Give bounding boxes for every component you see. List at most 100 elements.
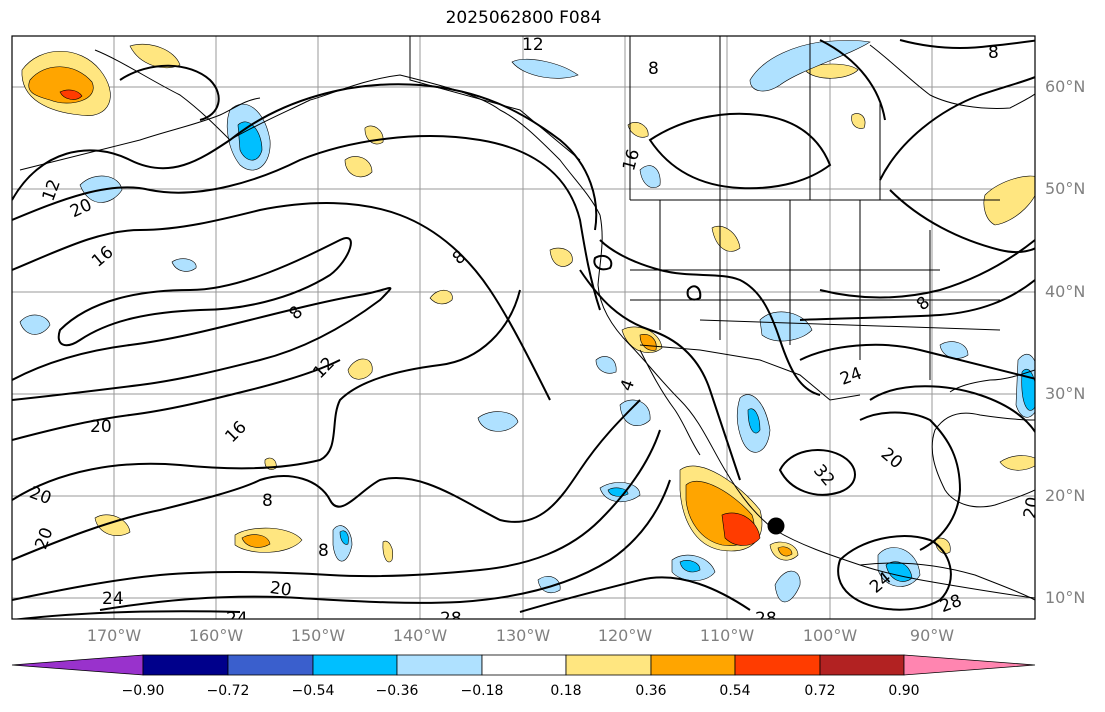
colorbar-tick-label: 0.72 bbox=[804, 683, 836, 699]
state-border bbox=[699, 319, 1001, 331]
contour-line bbox=[12, 289, 521, 501]
colorbar-segment bbox=[142, 654, 229, 676]
colorbar-segment bbox=[650, 654, 736, 676]
contour-line bbox=[686, 285, 702, 301]
positive-patch bbox=[549, 247, 573, 267]
map-title: 2025062800 F084 bbox=[445, 8, 602, 28]
contour-line bbox=[819, 239, 1035, 299]
contour-line bbox=[579, 269, 741, 481]
colorbar-segment bbox=[396, 654, 483, 676]
colorbar-tick-label: −0.90 bbox=[121, 683, 165, 699]
longitude-label: 150°W bbox=[290, 626, 346, 645]
negative-patch bbox=[939, 341, 969, 359]
positive-patch bbox=[241, 534, 271, 548]
contour-line bbox=[869, 385, 1035, 434]
alaska-canada-border bbox=[409, 36, 581, 161]
positive-patch bbox=[382, 540, 393, 563]
longitude-label: 130°W bbox=[495, 626, 551, 645]
contour-line bbox=[12, 135, 601, 311]
positive-patch bbox=[711, 226, 741, 252]
contour-label: 28 bbox=[755, 609, 777, 629]
contour-line bbox=[819, 39, 886, 121]
colorbar-segment bbox=[734, 654, 821, 676]
contour-label: 20 bbox=[1020, 495, 1043, 520]
positive-patch bbox=[721, 512, 761, 546]
contour-line bbox=[119, 64, 220, 121]
negative-patch bbox=[1021, 369, 1035, 411]
contour-line bbox=[12, 429, 661, 601]
baja-california bbox=[639, 349, 701, 456]
contour-line bbox=[519, 576, 751, 613]
contour-line bbox=[12, 399, 641, 561]
gulf-of-mexico-coast bbox=[931, 412, 1035, 508]
hudson-bay-coast bbox=[869, 44, 1035, 109]
positive-patch bbox=[777, 546, 793, 557]
contour-label: 8 bbox=[648, 59, 659, 79]
contour-label: 8 bbox=[988, 43, 999, 63]
contour-line bbox=[859, 411, 962, 551]
colorbar-tick-label: 0.54 bbox=[719, 683, 751, 699]
negative-patch bbox=[171, 258, 197, 272]
contour-line bbox=[799, 343, 1035, 380]
contour-label: 8 bbox=[262, 491, 273, 511]
positive-patch bbox=[59, 89, 83, 100]
central-america-coast bbox=[859, 562, 1035, 601]
colorbar-tick-label: −0.54 bbox=[291, 683, 335, 699]
colorbar-tick-label: 0.18 bbox=[550, 683, 582, 699]
colorbar-segment bbox=[565, 654, 652, 676]
colorbar-tick-label: −0.18 bbox=[460, 683, 504, 699]
contour-line bbox=[778, 449, 856, 496]
negative-patch bbox=[477, 411, 519, 432]
north-america-west-coast bbox=[597, 214, 1035, 599]
contour-label: 24 bbox=[102, 589, 124, 609]
contour-line bbox=[99, 479, 671, 611]
alaska-coast bbox=[94, 49, 601, 216]
contour-label: 20 bbox=[90, 417, 112, 437]
colorbar-tick-label: 0.90 bbox=[888, 683, 920, 699]
negative-patch bbox=[19, 314, 51, 335]
colorbar-tick-label: −0.72 bbox=[206, 683, 250, 699]
longitude-label: 90°W bbox=[909, 626, 955, 645]
contour-line bbox=[648, 112, 832, 190]
longitude-label: 140°W bbox=[392, 626, 448, 645]
contour-label: 24 bbox=[226, 609, 248, 629]
longitude-label: 100°W bbox=[802, 626, 858, 645]
negative-patch bbox=[339, 530, 349, 545]
positive-patch bbox=[429, 289, 453, 305]
negative-patch bbox=[639, 165, 661, 189]
positive-patch bbox=[129, 44, 181, 69]
map-frame bbox=[11, 35, 1036, 620]
positive-patch bbox=[999, 455, 1035, 471]
latitude-label: 60°N bbox=[1045, 77, 1086, 96]
colorbar-segment bbox=[227, 654, 314, 676]
negative-patch bbox=[747, 408, 761, 434]
contour-label: 8 bbox=[318, 541, 329, 561]
colorbar bbox=[11, 654, 1036, 676]
longitude-label: 120°W bbox=[597, 626, 653, 645]
contour-label: 20 bbox=[269, 578, 293, 601]
negative-patch bbox=[679, 560, 701, 573]
negative-patch bbox=[619, 399, 651, 427]
negative-patch bbox=[511, 59, 579, 79]
colorbar-segment bbox=[481, 654, 567, 676]
us-mexico-border bbox=[639, 344, 861, 401]
height-contours bbox=[12, 39, 1035, 619]
location-marker-dot bbox=[767, 517, 785, 535]
negative-patch bbox=[595, 356, 617, 374]
latitude-label: 30°N bbox=[1045, 384, 1086, 403]
positive-patch bbox=[344, 156, 373, 178]
negative-patch bbox=[774, 570, 801, 603]
contour-line bbox=[57, 237, 352, 347]
negative-patch bbox=[237, 121, 263, 161]
positive-patch bbox=[934, 537, 951, 554]
contour-label: 12 bbox=[522, 35, 544, 55]
positive-patch bbox=[851, 113, 866, 129]
contour-line bbox=[599, 239, 821, 396]
positive-patch bbox=[347, 358, 373, 380]
colorbar-segment bbox=[312, 654, 398, 676]
contour-line bbox=[799, 279, 1035, 321]
colorbar-segment bbox=[11, 654, 144, 676]
latitude-label: 40°N bbox=[1045, 282, 1086, 301]
positive-patch bbox=[627, 122, 649, 138]
